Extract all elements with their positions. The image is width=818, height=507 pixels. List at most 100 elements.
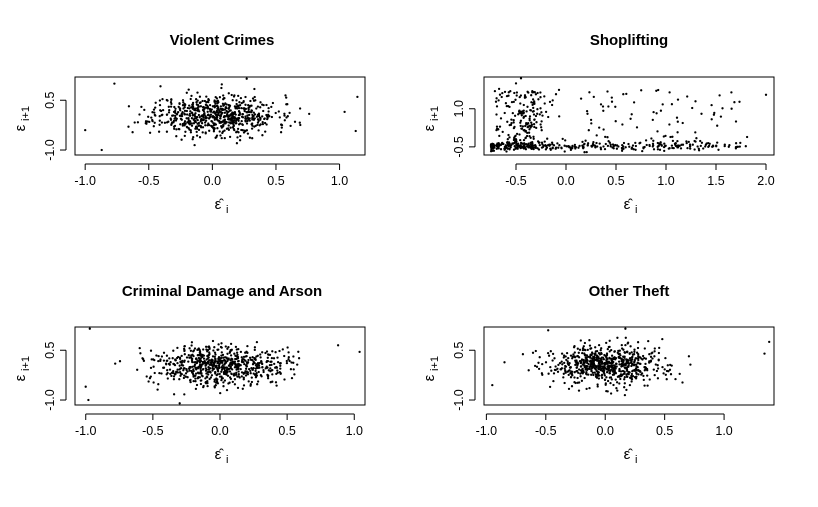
data-point: [587, 129, 590, 132]
data-point: [147, 380, 150, 383]
data-point: [551, 147, 554, 150]
data-point: [234, 119, 238, 123]
data-point: [498, 93, 502, 96]
data-point: [247, 380, 250, 383]
data-point: [172, 125, 176, 128]
data-point: [193, 363, 197, 366]
data-point: [491, 383, 494, 387]
data-point: [237, 110, 241, 113]
data-point: [159, 358, 162, 361]
data-point: [521, 146, 524, 149]
data-point: [251, 122, 254, 125]
y-axis-label-subscript: i+1: [20, 106, 32, 121]
data-point: [528, 117, 531, 120]
data-point: [578, 360, 582, 363]
data-point: [663, 368, 666, 371]
data-point: [539, 123, 542, 126]
data-point: [576, 362, 580, 365]
x-tick-label: -0.5: [535, 424, 557, 438]
data-point: [201, 375, 204, 378]
data-point: [638, 370, 642, 373]
data-point: [167, 111, 171, 114]
data-point: [211, 355, 215, 358]
data-point: [666, 364, 669, 367]
data-point: [269, 360, 272, 363]
data-point: [685, 141, 688, 145]
data-point: [592, 373, 595, 377]
data-point: [490, 146, 493, 149]
data-point: [538, 356, 541, 359]
data-point: [605, 376, 608, 379]
data-point: [625, 92, 628, 96]
data-point: [192, 354, 195, 358]
data-point: [222, 385, 225, 388]
data-point: [492, 149, 496, 152]
data-point: [290, 376, 294, 380]
data-point: [238, 112, 242, 116]
data-point: [592, 365, 595, 368]
data-point: [194, 360, 197, 364]
data-point: [605, 360, 608, 364]
data-point: [512, 100, 515, 104]
data-point: [519, 124, 522, 128]
data-point: [249, 384, 252, 387]
data-point: [181, 111, 184, 114]
data-point: [637, 369, 640, 372]
data-point: [227, 345, 230, 349]
data-point: [522, 111, 525, 114]
data-point: [285, 359, 288, 363]
data-point: [212, 111, 215, 114]
data-point: [188, 122, 192, 125]
data-point: [287, 358, 290, 361]
data-point: [581, 351, 584, 355]
data-point: [633, 348, 636, 351]
data-point: [685, 140, 688, 143]
data-point: [221, 102, 225, 105]
data-point: [207, 356, 210, 359]
data-point: [541, 362, 544, 366]
data-point: [196, 377, 199, 380]
data-point: [205, 348, 208, 351]
data-point: [505, 150, 508, 153]
data-point: [561, 137, 564, 141]
data-point: [224, 115, 227, 118]
data-point: [519, 121, 522, 124]
data-point: [182, 376, 186, 380]
data-point: [556, 370, 560, 373]
data-point: [259, 353, 262, 356]
data-point: [220, 368, 224, 371]
data-point: [600, 373, 604, 376]
data-point: [198, 110, 201, 113]
data-point: [195, 357, 198, 360]
data-point: [183, 104, 187, 107]
data-point: [588, 386, 591, 390]
data-point: [189, 378, 192, 382]
data-point: [563, 144, 566, 147]
data-point: [563, 381, 566, 385]
data-point: [167, 362, 171, 366]
data-point: [495, 125, 499, 128]
data-point: [195, 100, 198, 104]
data-point: [614, 120, 617, 123]
data-point: [211, 365, 214, 368]
data-point: [498, 125, 502, 128]
data-point: [176, 111, 180, 114]
data-point: [127, 125, 130, 128]
data-point: [203, 99, 207, 103]
data-point: [187, 354, 190, 357]
data-point: [213, 346, 216, 349]
data-point: [633, 350, 636, 353]
data-point: [197, 128, 201, 132]
data-point: [250, 366, 253, 370]
data-point: [252, 360, 255, 363]
data-point: [745, 135, 749, 139]
data-point: [634, 144, 638, 148]
data-point: [245, 129, 249, 132]
data-point: [562, 376, 565, 379]
data-point: [283, 114, 286, 117]
data-point: [196, 367, 200, 370]
data-point: [161, 97, 164, 101]
data-point: [223, 358, 226, 362]
data-point: [235, 99, 238, 102]
data-point: [676, 131, 679, 134]
